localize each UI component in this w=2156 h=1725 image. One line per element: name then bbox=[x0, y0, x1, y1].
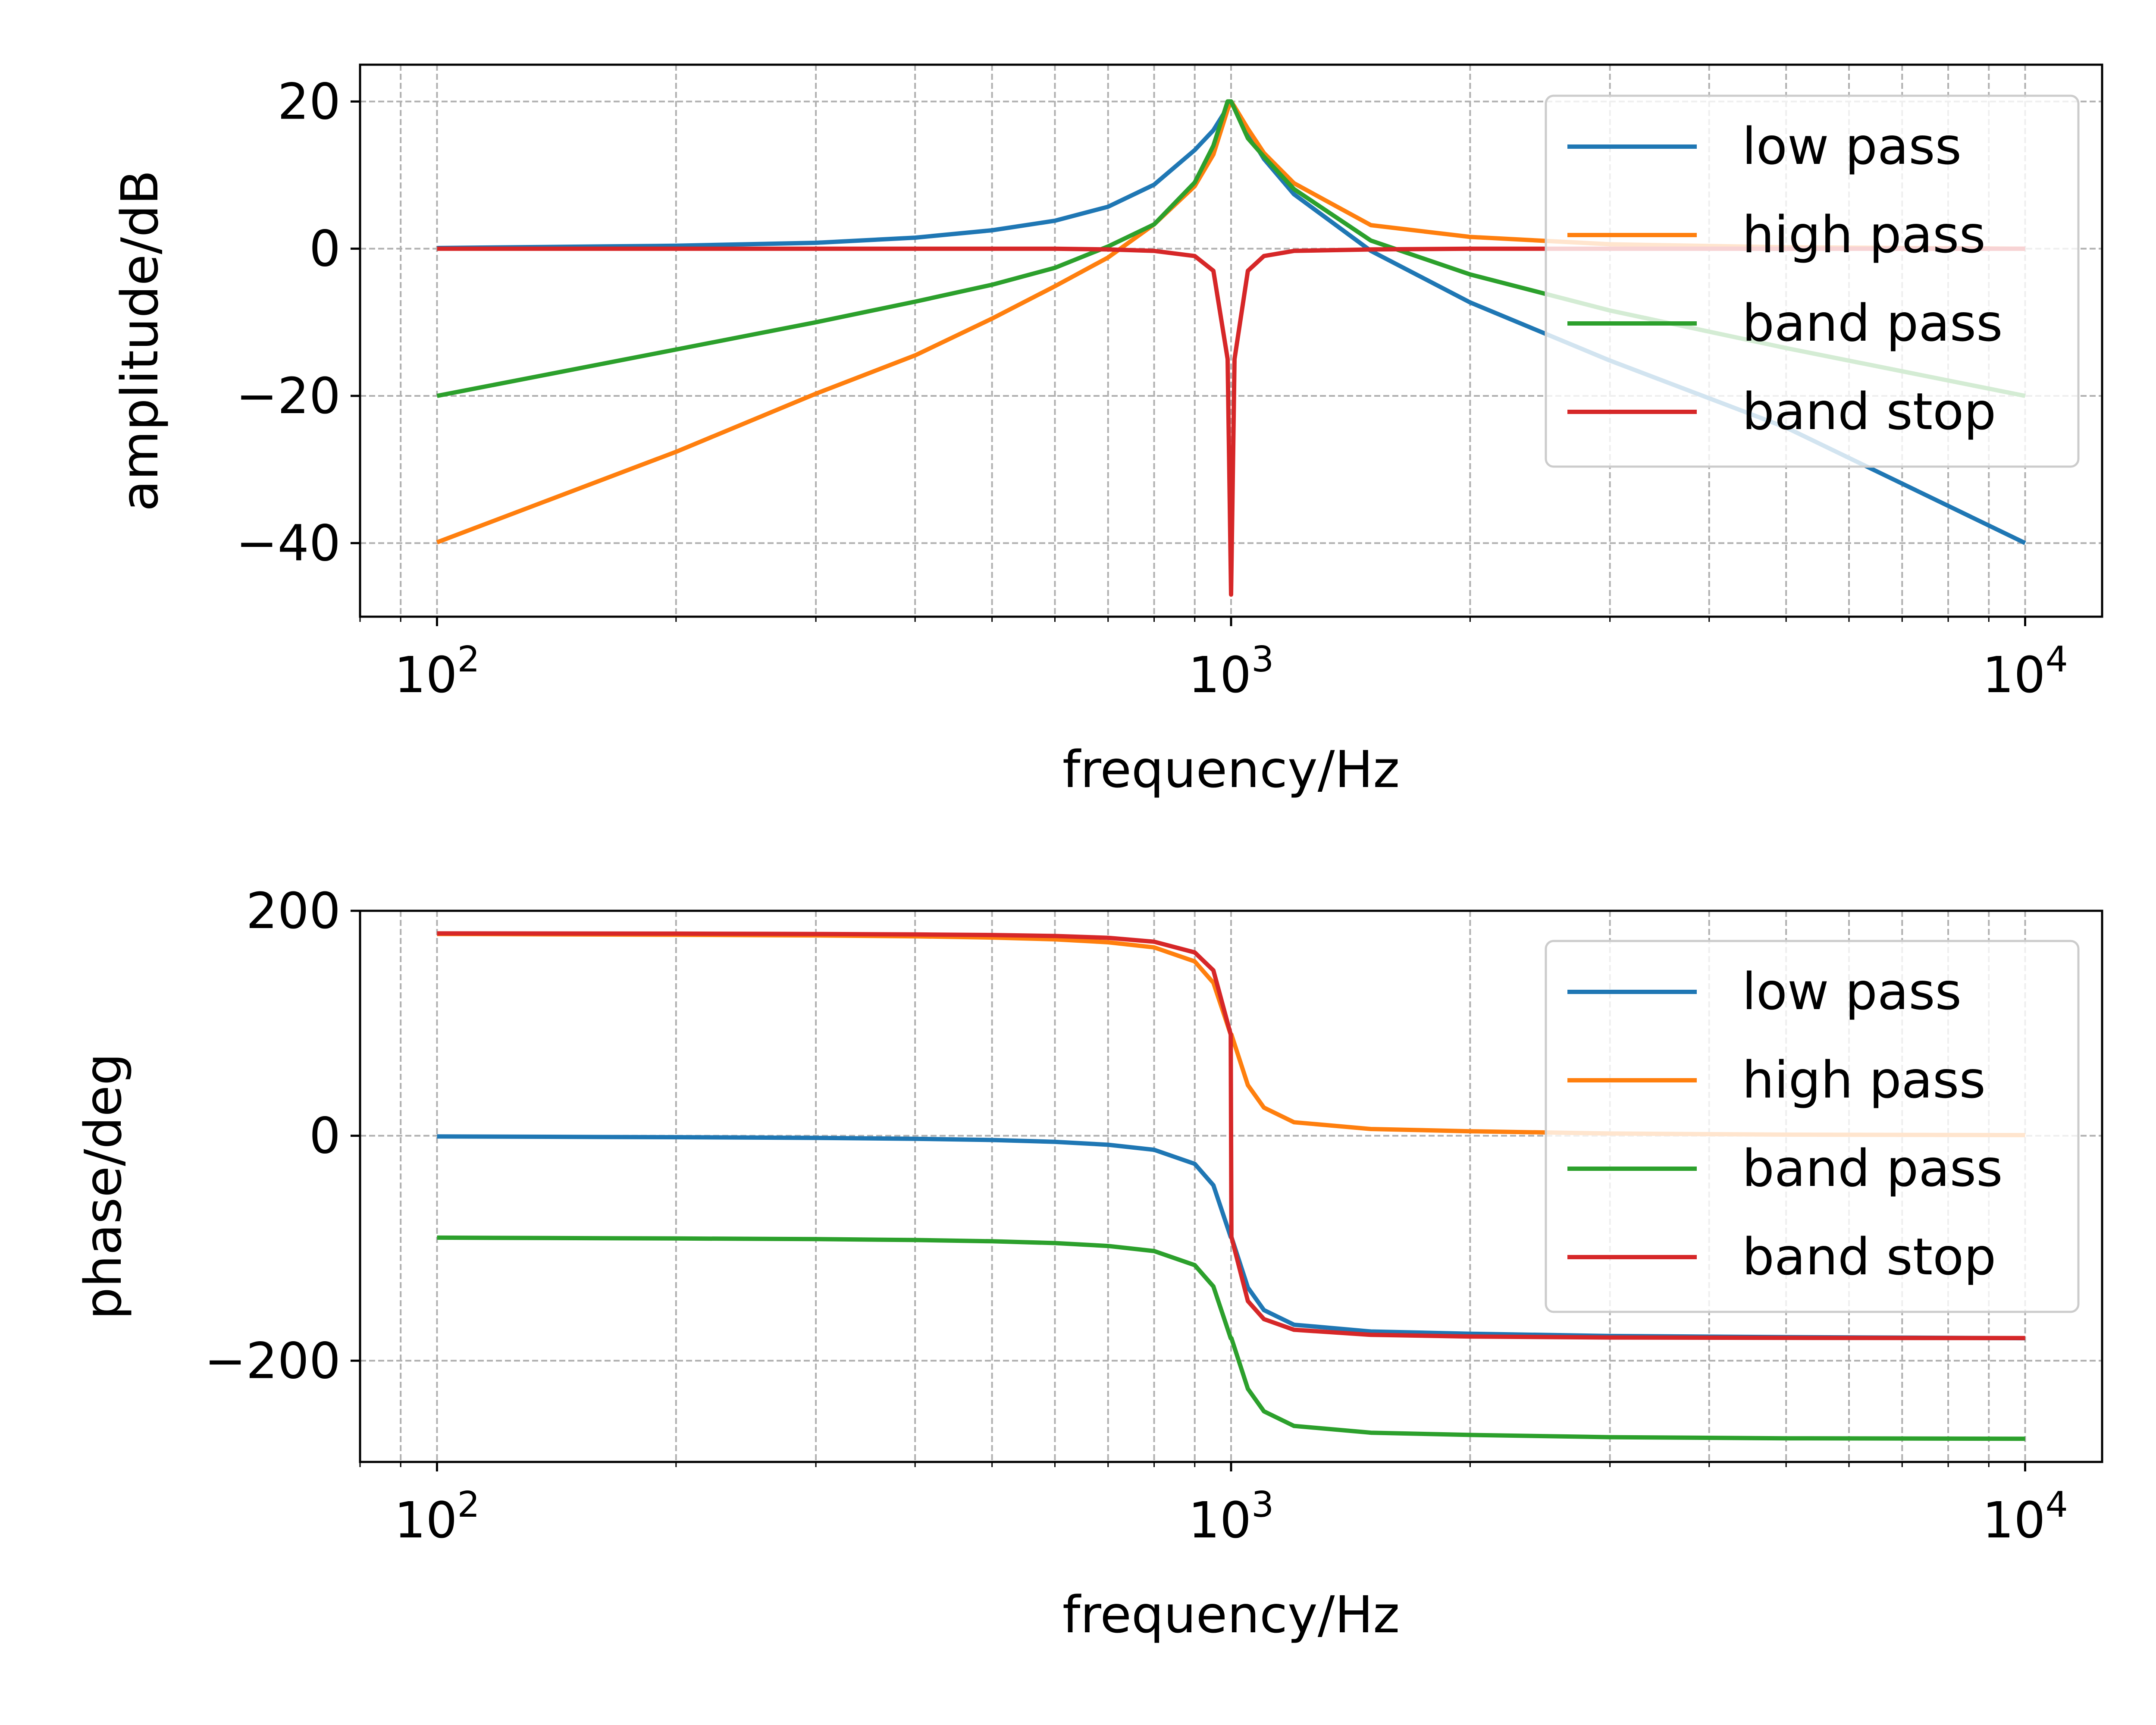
y-tick-label: 0 bbox=[309, 220, 341, 278]
y-tick-label: 200 bbox=[246, 882, 341, 940]
x-tick-label: 102 bbox=[394, 639, 480, 704]
legend-label: band pass bbox=[1742, 293, 2003, 353]
legend: low pass high pass band pass band stop bbox=[1545, 94, 2080, 468]
legend-label: low pass bbox=[1742, 962, 1962, 1021]
x-tick-label: 102 bbox=[394, 1484, 480, 1549]
legend-label: low pass bbox=[1742, 116, 1962, 176]
x-tick-label: 104 bbox=[1982, 1484, 2068, 1549]
legend-label: band stop bbox=[1742, 382, 1996, 441]
chart-panel-1: 102 103 104 20 0 −20 −40 frequency/Hz amplitude/… bbox=[110, 63, 2103, 799]
series-line-band-stop bbox=[437, 246, 2025, 597]
series-line-high-pass bbox=[436, 99, 2025, 545]
legend-label: high pass bbox=[1742, 1050, 1986, 1110]
y-tick-label: 20 bbox=[278, 73, 341, 131]
x-axis-label: frequency/Hz bbox=[1062, 740, 1400, 799]
legend-label: band pass bbox=[1742, 1138, 2003, 1198]
series-line-low-pass bbox=[437, 1134, 2025, 1341]
y-axis-label: amplitude/dB bbox=[110, 170, 169, 511]
y-tick-label: −40 bbox=[236, 514, 341, 572]
x-tick-label: 103 bbox=[1188, 1484, 1274, 1549]
x-tick-label: 104 bbox=[1982, 639, 2068, 704]
legend-label: band stop bbox=[1742, 1227, 1996, 1286]
legend-label: high pass bbox=[1742, 205, 1986, 264]
x-axis-label: frequency/Hz bbox=[1062, 1585, 1400, 1644]
chart-panel-2: 102 103 104 200 0 −200 frequency/Hz phase/deg lo… bbox=[73, 882, 2103, 1644]
series-line-band-stop bbox=[437, 931, 2025, 1340]
series-line-band-pass bbox=[436, 99, 2026, 398]
legend: low pass high pass band pass band stop bbox=[1545, 940, 2080, 1313]
legend-box bbox=[1545, 940, 2080, 1313]
y-tick-label: −20 bbox=[236, 367, 341, 425]
legend-box bbox=[1545, 94, 2080, 468]
y-tick-label: −200 bbox=[204, 1332, 341, 1390]
x-tick-label: 103 bbox=[1188, 639, 1274, 704]
y-tick-label: 0 bbox=[309, 1107, 341, 1165]
series-line-band-pass bbox=[437, 1235, 2025, 1441]
y-axis-label: phase/deg bbox=[73, 1053, 133, 1320]
